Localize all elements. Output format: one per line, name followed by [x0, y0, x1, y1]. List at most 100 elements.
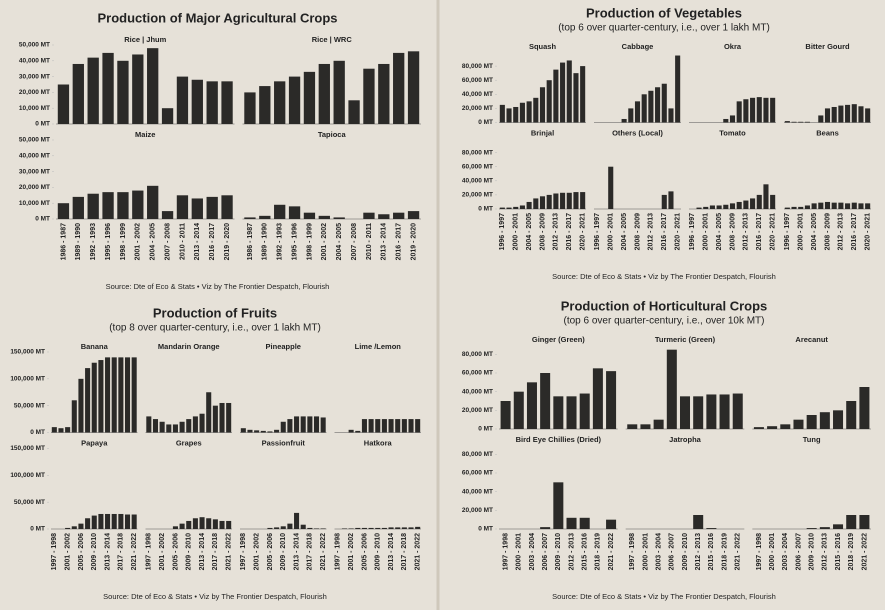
- x-tick-label: 1996 - 1997: [594, 213, 601, 250]
- bar: [756, 194, 762, 209]
- y-tick-label: 10,000 MT: [19, 200, 50, 207]
- bar: [303, 212, 316, 219]
- bar: [368, 419, 374, 433]
- bar: [361, 527, 367, 529]
- bar: [709, 205, 715, 209]
- x-tick-label: 2017 - 2018: [118, 533, 125, 570]
- bar: [294, 416, 300, 433]
- y-tick-label: 0 MT: [478, 526, 493, 533]
- bar: [668, 108, 674, 123]
- y-tick-label: 80,000 MT: [462, 63, 493, 70]
- bar: [743, 99, 749, 123]
- bar: [179, 421, 185, 433]
- y-tick-label: 100,000 MT: [10, 472, 45, 479]
- bar: [806, 415, 817, 429]
- bar: [606, 371, 617, 429]
- bar: [845, 104, 851, 123]
- x-tick-label: 2020 - 2021: [864, 213, 871, 250]
- x-tick-label: 2021 - 2022: [131, 533, 138, 570]
- y-tick-label: 0 MT: [478, 206, 493, 213]
- bar: [846, 515, 857, 529]
- x-tick-label: 2000 - 2001: [608, 213, 615, 250]
- x-tick-label: 2013 - 2014: [199, 533, 206, 570]
- bar: [219, 520, 225, 529]
- bar: [307, 527, 313, 529]
- bar: [318, 63, 330, 124]
- x-tick-label: 2013 - 2014: [194, 223, 201, 260]
- bar: [117, 60, 129, 124]
- x-tick-label: 2001 - 2002: [159, 533, 166, 570]
- bar: [395, 419, 401, 433]
- x-tick-label: 1997 - 1998: [502, 533, 509, 570]
- bar: [87, 57, 99, 124]
- bar: [513, 106, 519, 123]
- bar: [513, 391, 524, 429]
- bar: [780, 424, 791, 429]
- bar: [831, 202, 837, 209]
- bar: [152, 419, 159, 433]
- bar: [341, 528, 348, 529]
- bar: [811, 203, 817, 209]
- bar: [303, 71, 316, 124]
- x-tick-label: 2006 - 2007: [542, 533, 549, 570]
- y-tick-label: 10,000 MT: [19, 105, 50, 112]
- y-tick-label: 20,000 MT: [462, 507, 493, 514]
- x-tick-label: 2009 - 2010: [682, 533, 689, 570]
- bar: [533, 97, 539, 123]
- source: Source: Dte of Eco & Stats • Viz by The …: [552, 272, 776, 281]
- bar: [212, 405, 218, 433]
- bar: [655, 87, 661, 123]
- bar: [87, 193, 99, 219]
- bar: [131, 357, 137, 433]
- bar: [506, 108, 512, 123]
- x-tick-label: 2010 - 2011: [366, 223, 373, 260]
- bar: [846, 401, 857, 429]
- bar: [98, 360, 104, 433]
- bar: [206, 518, 212, 529]
- bar: [361, 419, 367, 433]
- bar: [750, 97, 756, 123]
- bar: [131, 514, 137, 529]
- x-tick-label: 2005 - 2006: [172, 533, 179, 570]
- panel-title: Grapes: [176, 438, 202, 447]
- bar: [845, 203, 851, 209]
- bar: [72, 196, 84, 219]
- y-tick-label: 60,000 MT: [462, 370, 493, 377]
- x-tick-label: 2001 - 2002: [348, 533, 355, 570]
- bar: [313, 528, 320, 529]
- x-tick-label: 2007 - 2008: [164, 223, 171, 260]
- bar: [111, 513, 117, 529]
- bar: [65, 427, 71, 433]
- panel-title: Tung: [803, 435, 821, 444]
- bar: [833, 524, 844, 529]
- bar: [71, 526, 77, 529]
- x-tick-label: 2013 - 2014: [104, 533, 111, 570]
- bar: [804, 121, 810, 123]
- x-tick-label: 2021 - 2022: [320, 533, 327, 570]
- x-tick-label: 1995 - 1996: [105, 223, 112, 260]
- bar: [206, 196, 218, 219]
- bar: [179, 523, 185, 529]
- x-tick-label: 2000 - 2001: [513, 213, 520, 250]
- bar: [320, 417, 326, 433]
- x-tick-label: 2016 - 2017: [209, 223, 216, 260]
- x-tick-label: 1998 - 1999: [120, 223, 127, 260]
- y-tick-label: 0 MT: [35, 121, 50, 128]
- bar: [519, 205, 525, 209]
- bar: [627, 424, 638, 429]
- x-tick-label: 2000 - 2001: [703, 213, 710, 250]
- bar: [560, 62, 566, 123]
- bar: [753, 427, 764, 429]
- bar: [388, 419, 394, 433]
- bar: [519, 102, 525, 123]
- bar: [706, 528, 717, 529]
- bar: [743, 200, 749, 209]
- bar: [375, 527, 381, 529]
- x-tick-label: 2016 - 2017: [396, 223, 403, 260]
- bar: [226, 520, 232, 529]
- bar: [553, 69, 559, 123]
- y-tick-label: 40,000 MT: [462, 178, 493, 185]
- bar: [526, 201, 532, 209]
- y-tick-label: 40,000 MT: [462, 388, 493, 395]
- bar: [57, 84, 70, 124]
